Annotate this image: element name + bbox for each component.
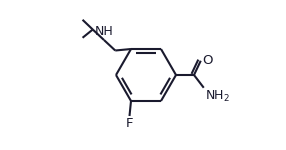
Text: NH$_2$: NH$_2$ — [205, 89, 230, 104]
Text: F: F — [126, 117, 133, 130]
Text: O: O — [202, 54, 213, 67]
Text: NH: NH — [94, 25, 113, 38]
